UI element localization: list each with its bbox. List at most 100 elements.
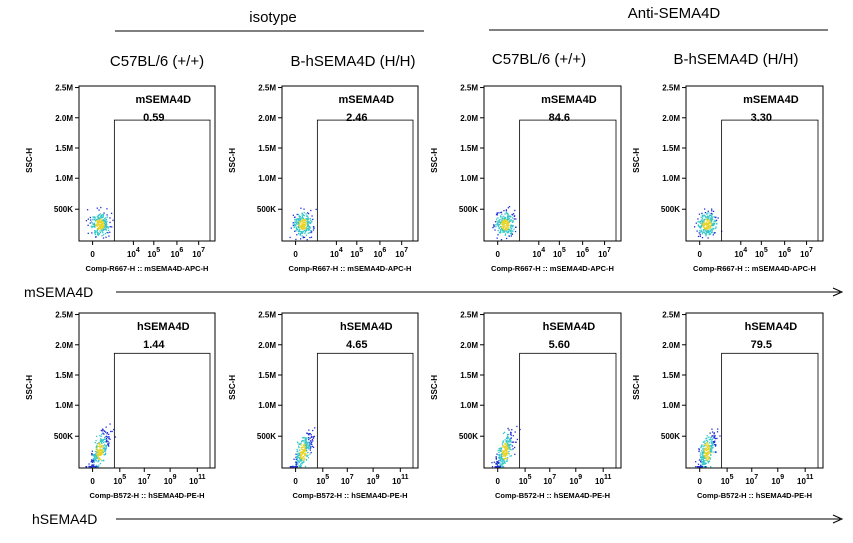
event-dot bbox=[502, 459, 504, 461]
event-dot bbox=[96, 448, 98, 450]
event-dot bbox=[708, 451, 710, 454]
event-dot bbox=[290, 466, 293, 468]
event-dot bbox=[301, 225, 304, 227]
event-dot bbox=[514, 209, 516, 212]
event-dot bbox=[499, 218, 501, 221]
x-tick-label: 105 bbox=[113, 474, 126, 486]
event-dot bbox=[507, 443, 509, 446]
event-dot bbox=[105, 217, 107, 219]
event-dot bbox=[299, 459, 302, 462]
x-tick-label: 104 bbox=[127, 247, 140, 259]
event-dot bbox=[507, 437, 509, 439]
event-dot bbox=[719, 435, 721, 437]
event-dot bbox=[292, 222, 294, 224]
event-dot bbox=[300, 207, 302, 209]
event-dot bbox=[710, 220, 712, 223]
event-dot bbox=[92, 216, 94, 218]
event-dot bbox=[506, 438, 509, 440]
event-dot bbox=[508, 218, 511, 220]
event-dot bbox=[310, 231, 312, 234]
event-dot bbox=[504, 217, 506, 219]
event-dot bbox=[701, 463, 704, 466]
event-dot bbox=[704, 228, 706, 230]
event-dot bbox=[505, 437, 508, 440]
event-dot bbox=[295, 218, 298, 221]
event-dot bbox=[512, 448, 514, 450]
y-tick-label: 2.0M bbox=[258, 114, 276, 123]
event-dot bbox=[507, 427, 509, 430]
event-dot bbox=[498, 454, 501, 456]
y-tick-label: 1.0M bbox=[662, 401, 680, 410]
event-dot bbox=[705, 223, 707, 225]
event-dot bbox=[102, 232, 104, 234]
event-dot bbox=[507, 225, 509, 227]
event-dot bbox=[702, 221, 704, 223]
event-dot bbox=[300, 226, 302, 228]
event-dot bbox=[106, 432, 109, 434]
event-dot bbox=[505, 227, 507, 229]
event-dot bbox=[497, 454, 499, 456]
event-dot bbox=[707, 451, 710, 453]
event-dot bbox=[712, 228, 714, 230]
event-dot bbox=[95, 460, 98, 462]
event-dot bbox=[103, 226, 106, 229]
event-dot bbox=[295, 226, 298, 228]
event-dot bbox=[89, 222, 91, 224]
x-tick-label: 104 bbox=[330, 247, 343, 259]
event-dot bbox=[304, 448, 306, 450]
event-dot bbox=[707, 443, 709, 445]
event-dot bbox=[704, 229, 706, 231]
event-dot bbox=[105, 439, 108, 442]
event-dot bbox=[101, 451, 103, 453]
event-dot bbox=[708, 212, 710, 214]
event-dot bbox=[97, 445, 99, 447]
event-dot bbox=[305, 453, 307, 455]
event-dot bbox=[705, 227, 708, 229]
event-dot bbox=[105, 437, 108, 440]
event-dot bbox=[502, 231, 504, 234]
y-tick-label: 2.5M bbox=[55, 311, 73, 320]
event-dot bbox=[707, 230, 709, 233]
event-dot bbox=[506, 437, 508, 439]
event-dot bbox=[505, 230, 507, 232]
event-dot bbox=[709, 221, 711, 224]
event-dot bbox=[299, 223, 301, 225]
event-dot bbox=[496, 222, 499, 224]
event-dot bbox=[706, 445, 708, 447]
event-dot bbox=[703, 441, 705, 443]
event-dot bbox=[101, 442, 103, 444]
event-dot bbox=[708, 229, 710, 232]
event-dot bbox=[299, 460, 301, 462]
y-tick-label: 2.5M bbox=[258, 311, 276, 320]
event-dot bbox=[513, 215, 516, 217]
event-dot bbox=[509, 444, 511, 447]
event-dot bbox=[512, 213, 515, 215]
event-dot bbox=[307, 217, 309, 219]
event-dot bbox=[302, 440, 304, 442]
event-dot bbox=[499, 226, 502, 228]
event-dot bbox=[94, 459, 96, 461]
event-dot bbox=[706, 231, 708, 233]
event-dot bbox=[707, 460, 709, 463]
event-dot bbox=[103, 445, 105, 447]
event-dot bbox=[706, 213, 708, 215]
event-dot bbox=[510, 441, 512, 443]
event-dot bbox=[310, 219, 312, 221]
event-dots bbox=[491, 425, 521, 468]
event-dot bbox=[511, 228, 513, 230]
event-dot bbox=[711, 217, 713, 220]
flow-plot-8: 500K 1.0M 1.5M 2.0M 2.5M SSC-H 0 105 107 109 1011 C… bbox=[632, 311, 824, 500]
event-dot bbox=[298, 217, 300, 220]
event-dot bbox=[493, 225, 495, 228]
event-dot bbox=[88, 465, 90, 468]
x-tick-label: 1011 bbox=[189, 474, 205, 486]
event-dot bbox=[300, 226, 302, 229]
event-dot bbox=[704, 215, 706, 217]
y-tick-label: 2.0M bbox=[460, 341, 478, 350]
event-dot bbox=[501, 222, 504, 224]
event-dot bbox=[307, 221, 309, 223]
event-dot bbox=[295, 230, 297, 232]
event-dot bbox=[707, 231, 709, 234]
event-dot bbox=[97, 227, 99, 230]
event-dot bbox=[706, 455, 709, 457]
